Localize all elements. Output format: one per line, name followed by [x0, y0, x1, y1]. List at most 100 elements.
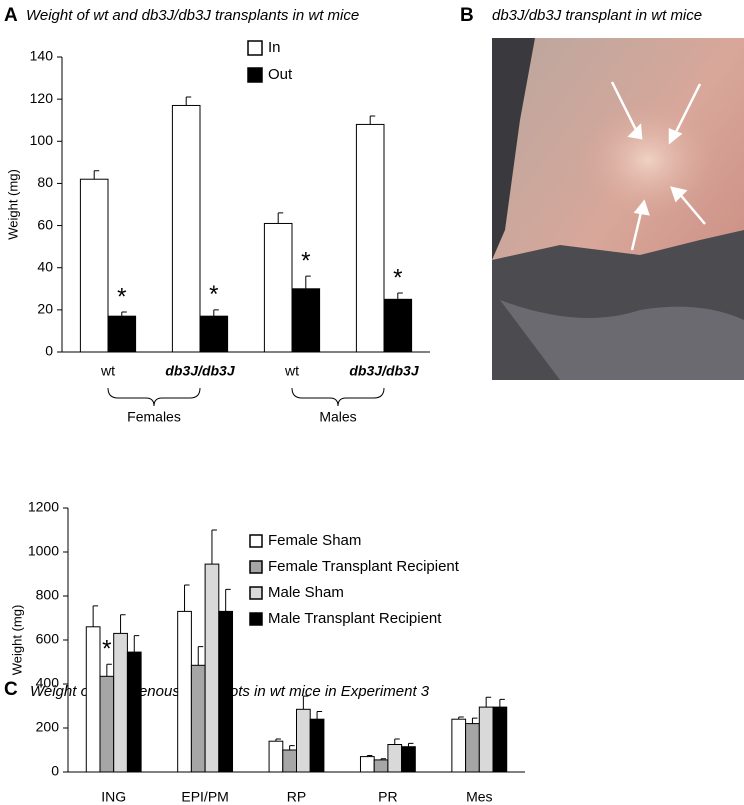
- bar: [113, 632, 128, 773]
- photo-title: db3J/db3J transplant in wt mice: [492, 7, 702, 24]
- legend-swatch: [247, 67, 263, 83]
- error-bar: [458, 716, 464, 720]
- significance-mark: *: [117, 283, 126, 310]
- error-bar: [394, 738, 400, 745]
- significance-mark: *: [102, 636, 111, 663]
- bar: [199, 315, 229, 353]
- x-tick-label: EPI/PM: [181, 789, 228, 805]
- panel-label: A: [4, 5, 18, 26]
- y-tick-label: 40: [37, 258, 53, 274]
- error-bar: [93, 170, 100, 180]
- y-tick-label: 120: [30, 90, 54, 106]
- legend-swatch: [247, 40, 263, 56]
- bar: [79, 178, 109, 353]
- legend-label: Out: [268, 66, 293, 83]
- bar: [282, 749, 298, 773]
- y-tick-label: 20: [37, 301, 53, 317]
- legend-swatch: [249, 534, 263, 548]
- bar: [263, 222, 293, 353]
- legend-label: In: [268, 39, 281, 56]
- significance-mark: *: [301, 247, 310, 274]
- x-tick-label: db3J/db3J: [349, 363, 419, 379]
- error-bar: [121, 311, 127, 317]
- error-bar: [471, 717, 478, 724]
- y-tick-label: 80: [37, 174, 53, 190]
- legend-label: Male Sham: [268, 584, 344, 601]
- y-tick-label: 1200: [28, 499, 59, 515]
- significance-mark: *: [209, 281, 218, 308]
- legend-swatch: [249, 586, 263, 600]
- error-bar: [407, 742, 414, 747]
- legend-label: Male Transplant Recipient: [268, 610, 442, 627]
- x-tick-label: wt: [100, 363, 115, 379]
- bar: [177, 610, 192, 773]
- error-bar: [397, 292, 403, 300]
- error-bar: [120, 614, 126, 634]
- bar: [383, 298, 413, 353]
- y-axis-label: Weight (mg): [5, 169, 20, 240]
- x-tick-label: Mes: [466, 789, 492, 805]
- y-tick-label: 0: [51, 763, 59, 779]
- y-tick-label: 0: [45, 343, 53, 359]
- error-bar: [213, 309, 219, 317]
- error-bar: [499, 698, 505, 708]
- x-tick-label: RP: [287, 789, 306, 805]
- error-bar: [92, 605, 99, 627]
- y-tick-label: 600: [36, 631, 60, 647]
- error-bar: [275, 738, 281, 742]
- bar: [478, 706, 494, 773]
- y-tick-label: 60: [37, 216, 53, 232]
- bar: [492, 706, 508, 773]
- legend-swatch: [249, 560, 263, 574]
- y-tick-label: 100: [30, 132, 54, 148]
- error-bar: [289, 745, 295, 750]
- bar: [171, 104, 201, 353]
- bar: [291, 288, 321, 353]
- x-tick-label: ING: [101, 789, 126, 805]
- error-bar: [485, 696, 492, 708]
- error-bar: [133, 635, 140, 653]
- legend-label: Female Transplant Recipient: [268, 558, 460, 575]
- bar: [355, 123, 385, 353]
- error-bar: [211, 529, 217, 565]
- bar: [85, 626, 101, 773]
- error-bar: [302, 695, 309, 710]
- bar: [451, 718, 467, 773]
- bar: [465, 723, 480, 773]
- group-label: Males: [319, 409, 356, 425]
- bar: [126, 651, 142, 773]
- group-bracket: [107, 387, 201, 407]
- y-tick-label: 800: [36, 587, 60, 603]
- group-label: Females: [127, 409, 181, 425]
- group-bracket: [291, 387, 385, 407]
- bar: [373, 759, 389, 773]
- panel-label: B: [460, 5, 474, 26]
- error-bar: [366, 755, 373, 757]
- chart-title: Weight of wt and db3J/db3J transplants i…: [26, 7, 359, 24]
- bar: [99, 675, 115, 773]
- y-tick-label: 400: [36, 675, 60, 691]
- error-bar: [305, 275, 311, 289]
- error-bar: [380, 758, 387, 760]
- bar: [401, 746, 416, 773]
- bar: [218, 610, 234, 773]
- error-bar: [197, 646, 204, 666]
- error-bar: [316, 711, 323, 720]
- x-tick-label: wt: [284, 363, 299, 379]
- bar: [190, 664, 206, 773]
- y-tick-label: 140: [30, 48, 54, 64]
- y-tick-label: 1000: [28, 543, 59, 559]
- error-bar: [185, 96, 192, 106]
- error-bar: [184, 584, 190, 612]
- y-tick-label: 200: [36, 719, 60, 735]
- bar: [387, 744, 403, 773]
- y-axis-label: Weight (mg): [9, 605, 24, 676]
- legend-swatch: [249, 612, 263, 626]
- legend-label: Female Sham: [268, 532, 361, 549]
- x-tick-label: db3J/db3J: [165, 363, 235, 379]
- error-bar: [277, 212, 284, 224]
- bar: [107, 315, 137, 353]
- bar: [296, 708, 311, 773]
- error-bar: [106, 663, 112, 677]
